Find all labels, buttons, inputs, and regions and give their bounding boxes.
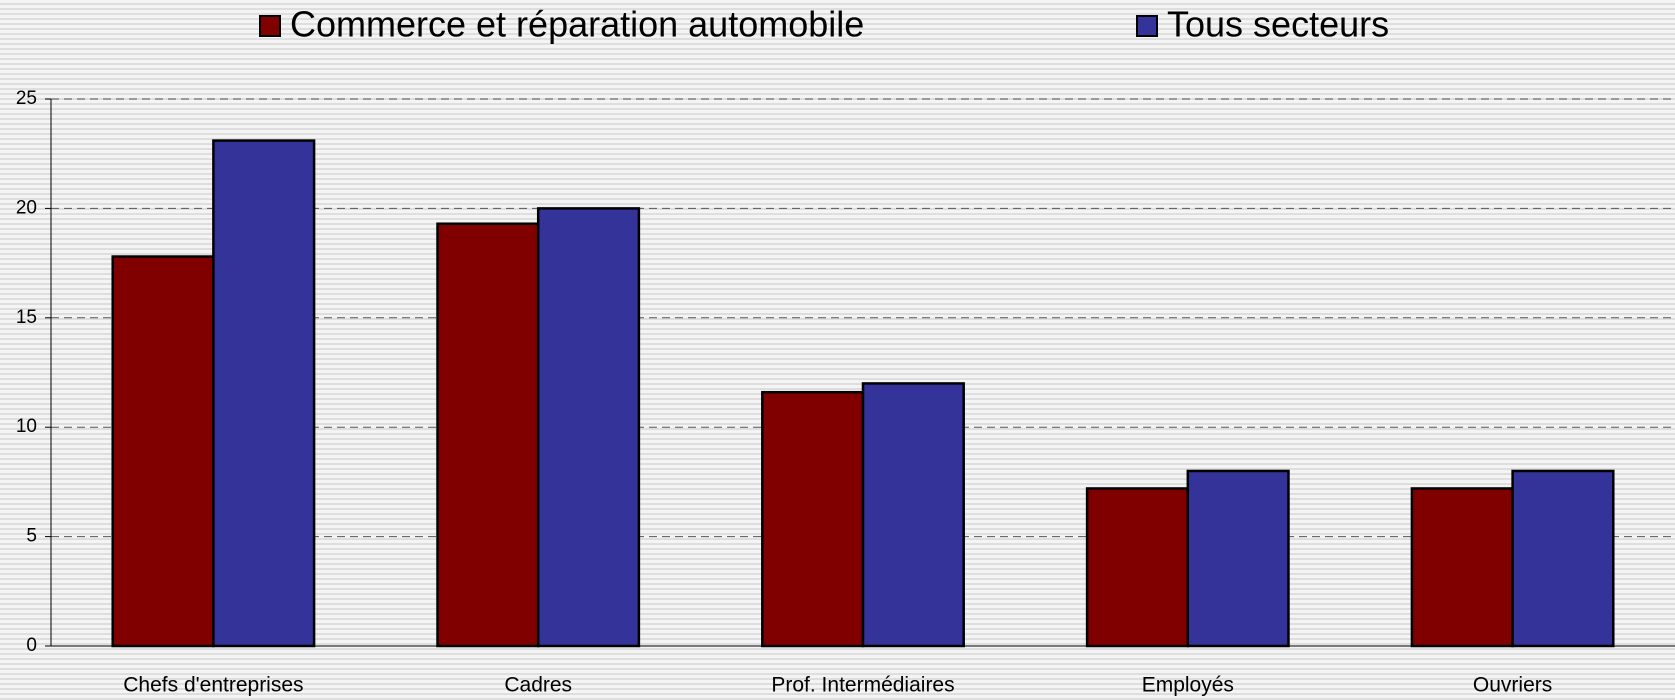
- legend-label: Commerce et réparation automobile: [290, 4, 864, 45]
- bar: [536, 207, 641, 648]
- y-tick-label: 0: [26, 635, 37, 656]
- y-tick-label: 10: [16, 416, 37, 437]
- bar: [861, 382, 965, 648]
- bar: [436, 222, 540, 648]
- bar: [212, 139, 316, 648]
- x-tick-label: Employés: [1142, 674, 1234, 697]
- y-tick-label: 15: [16, 307, 37, 328]
- bar: [761, 390, 865, 648]
- x-tick-label: Cadres: [504, 674, 572, 697]
- y-tick-label: 25: [16, 88, 37, 109]
- bar: [1085, 487, 1190, 648]
- bar: [1186, 469, 1290, 648]
- legend-label: Tous secteurs: [1167, 4, 1389, 45]
- x-tick-label: Prof. Intermédiaires: [771, 674, 954, 697]
- y-tick-label: 20: [16, 197, 37, 218]
- legend-swatch: [1136, 15, 1158, 37]
- x-tick-label: Chefs d'entreprises: [123, 674, 303, 697]
- bar: [1511, 469, 1615, 648]
- bar: [111, 255, 215, 648]
- legend-swatch: [259, 15, 281, 37]
- y-tick-label: 5: [26, 526, 37, 547]
- bar: [1410, 487, 1514, 648]
- x-tick-label: Ouvriers: [1473, 674, 1552, 697]
